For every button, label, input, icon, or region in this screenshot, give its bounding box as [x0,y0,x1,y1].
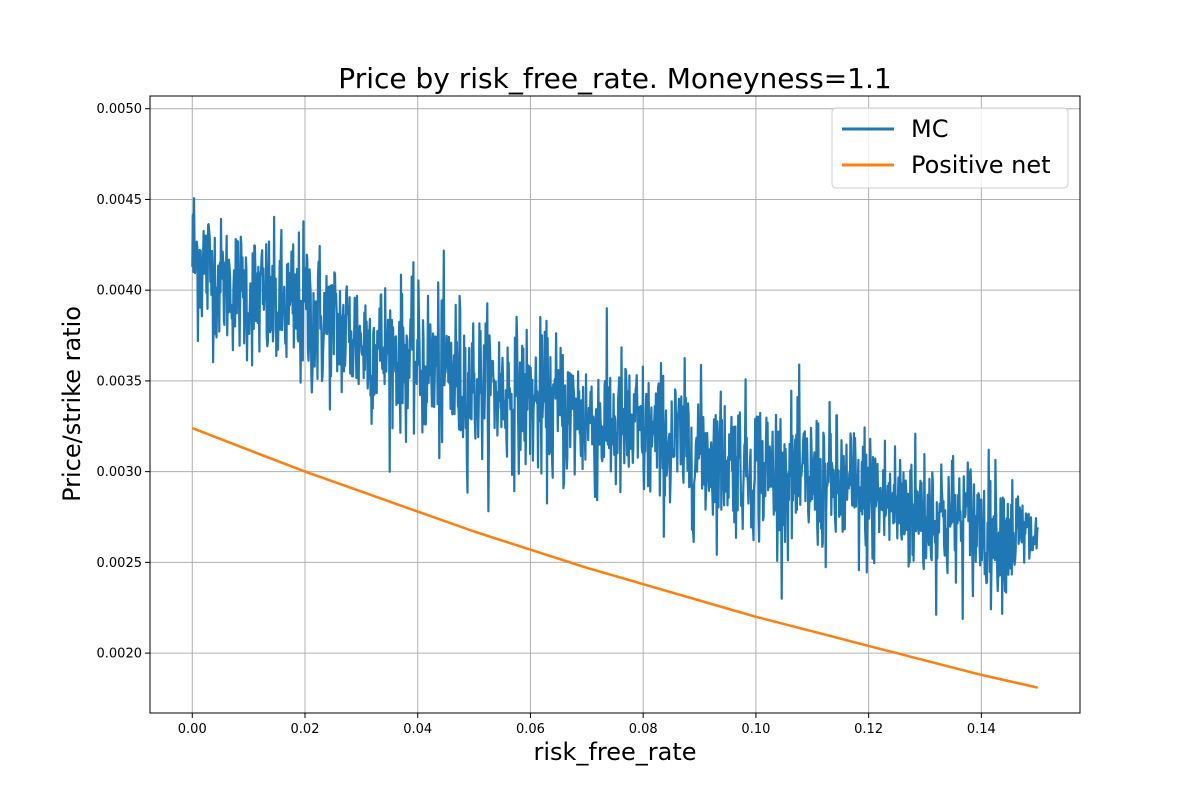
y-axis: 0.0020 0.0025 0.0030 0.0035 0.0040 0.0045 0.00… [97,102,150,662]
series-line-mc [191,197,1039,620]
x-tick-label: 0.12 [854,722,883,737]
y-tick-label: 0.0045 [97,193,143,208]
y-axis-label: Price/strike ratio [58,306,86,502]
y-tick-label: 0.0030 [97,465,143,480]
plot-frame [149,95,1081,714]
x-tick-label: 0.14 [967,722,996,737]
x-axis-label: risk_free_rate [533,738,696,766]
series-line-positive-net [191,426,1038,689]
x-tick-label: 0.02 [291,722,320,737]
x-tick-label: 0.04 [403,722,432,737]
x-tick-label: 0.06 [516,722,545,737]
y-tick-label: 0.0035 [97,374,143,389]
x-tick-label: 0.10 [741,722,770,737]
y-tick-label: 0.0040 [97,284,143,299]
x-axis: 0.00 0.02 0.04 0.06 0.08 0.10 0.12 0.14 [178,713,996,737]
x-tick-label: 0.00 [178,722,207,737]
legend-label-mc: MC [911,115,948,143]
y-tick-label: 0.0050 [97,102,143,117]
x-tick-label: 0.08 [629,722,658,737]
series-layer [191,197,1039,689]
legend-label-positive-net: Positive net [911,151,1051,179]
y-tick-label: 0.0020 [97,647,143,662]
legend: MC Positive net [831,107,1069,189]
y-tick-label: 0.0025 [97,556,143,571]
chart-title: Price by risk_free_rate. Moneyness=1.1 [338,62,891,95]
